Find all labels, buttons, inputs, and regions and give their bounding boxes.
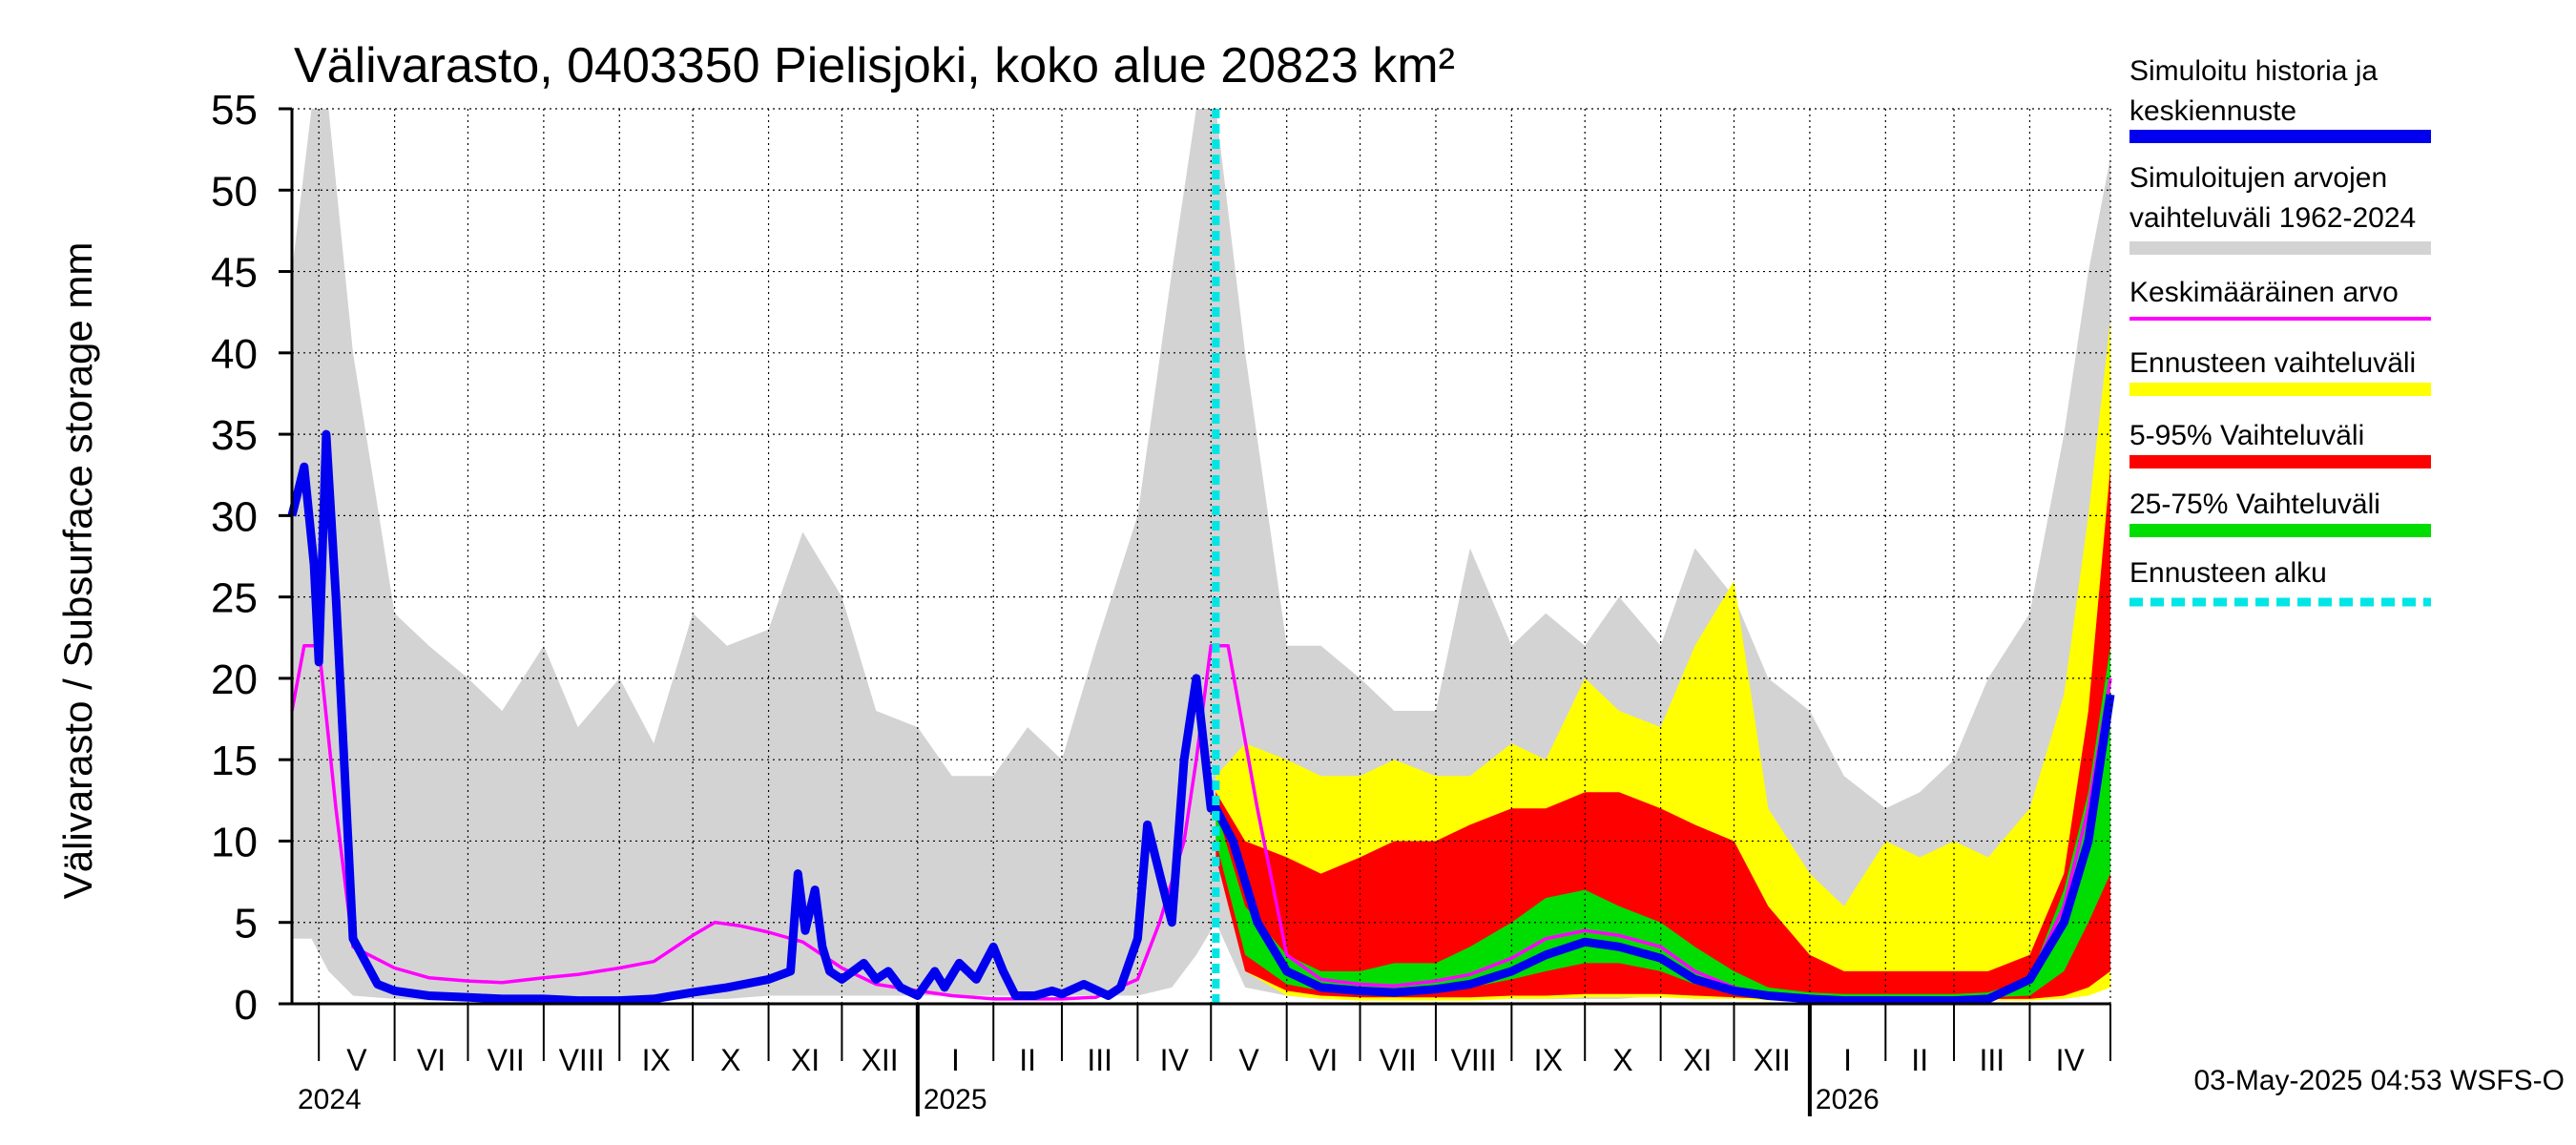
plot-lines <box>287 429 2115 1006</box>
month-label: IV <box>2056 1043 2086 1077</box>
y-tick-label: 45 <box>211 250 258 297</box>
month-label: XII <box>862 1043 899 1077</box>
month-label: XI <box>791 1043 820 1077</box>
band-p25_75 <box>1215 645 2110 998</box>
x-axis: V VI VII VIII IX X XI XII I II III IV V VI VII VIII IX X X… <box>298 1004 2111 1116</box>
y-tick-label: 55 <box>211 87 258 134</box>
y-tick-label: 10 <box>211 819 258 865</box>
y-tick-label: 35 <box>211 412 258 459</box>
legend-label: Ennusteen alku <box>2129 557 2327 589</box>
month-label: IV <box>1160 1043 1190 1077</box>
legend-label: 25-75% Vaihteluväli <box>2129 489 2380 520</box>
series-line-simulated <box>287 429 2115 1006</box>
month-label: I <box>1843 1043 1852 1077</box>
month-label: XII <box>1754 1043 1791 1077</box>
month-label: IX <box>1534 1043 1563 1077</box>
month-label: V <box>346 1043 367 1077</box>
y-tick-label: 15 <box>211 738 258 784</box>
month-label: III <box>1979 1043 2005 1077</box>
y-tick-label: 25 <box>211 575 258 622</box>
y-axis-label: Välivarasto / Subsurface storage mm <box>55 242 100 900</box>
month-label: VIII <box>559 1043 605 1077</box>
band-forecast_range <box>1215 320 2110 1001</box>
plot-frame <box>290 108 2111 1006</box>
y-tick-label: 20 <box>211 656 258 703</box>
legend-label: Keskimääräinen arvo <box>2129 277 2399 308</box>
y-tick-label: 50 <box>211 168 258 215</box>
month-label: X <box>720 1043 740 1077</box>
chart-title: Välivarasto, 0403350 Pielisjoki, koko al… <box>294 38 1455 94</box>
month-label: VI <box>1309 1043 1338 1077</box>
footer-timestamp: 03-May-2025 04:53 WSFS-O <box>2194 1065 2566 1096</box>
grid-lines <box>292 109 2110 1004</box>
y-tick-label: 5 <box>235 901 258 947</box>
month-label: II <box>1019 1043 1036 1077</box>
month-label: VII <box>488 1043 525 1077</box>
chart-title-group: Välivarasto, 0403350 Pielisjoki, koko al… <box>294 38 1455 94</box>
month-label: VI <box>417 1043 446 1077</box>
y-tick-label: 40 <box>211 331 258 378</box>
month-label: V <box>1238 1043 1259 1077</box>
y-axis-label-group: Välivarasto / Subsurface storage mm <box>55 242 100 900</box>
month-label: X <box>1612 1043 1632 1077</box>
plot-areas <box>292 109 2110 1001</box>
legend-label: 5-95% Vaihteluväli <box>2129 420 2364 451</box>
y-tick-label: 30 <box>211 493 258 540</box>
month-label: I <box>951 1043 960 1077</box>
month-label: VII <box>1380 1043 1417 1077</box>
band-p5_95 <box>1215 467 2110 999</box>
legend-label: Simuloitujen arvojen vaihteluväli 1962-20… <box>2129 162 2416 234</box>
legend: Simuloitu historia ja keskiennuste Simuloi… <box>2129 55 2431 607</box>
legend-label: Simuloitu historia ja keskiennuste <box>2129 55 2378 127</box>
year-label: 2025 <box>924 1084 987 1115</box>
band-hist_range <box>292 109 2110 1001</box>
y-axis-ticks: 0 5 10 15 20 25 30 35 40 45 50 55 <box>211 87 292 1029</box>
year-label: 2024 <box>298 1084 362 1115</box>
month-label: III <box>1087 1043 1112 1077</box>
month-label: XI <box>1683 1043 1712 1077</box>
y-tick-label: 0 <box>235 982 258 1029</box>
month-label: VIII <box>1451 1043 1497 1077</box>
legend-label: Ennusteen vaihteluväli <box>2129 347 2416 379</box>
month-label: IX <box>642 1043 671 1077</box>
year-label: 2026 <box>1816 1084 1880 1115</box>
month-label: II <box>1911 1043 1928 1077</box>
